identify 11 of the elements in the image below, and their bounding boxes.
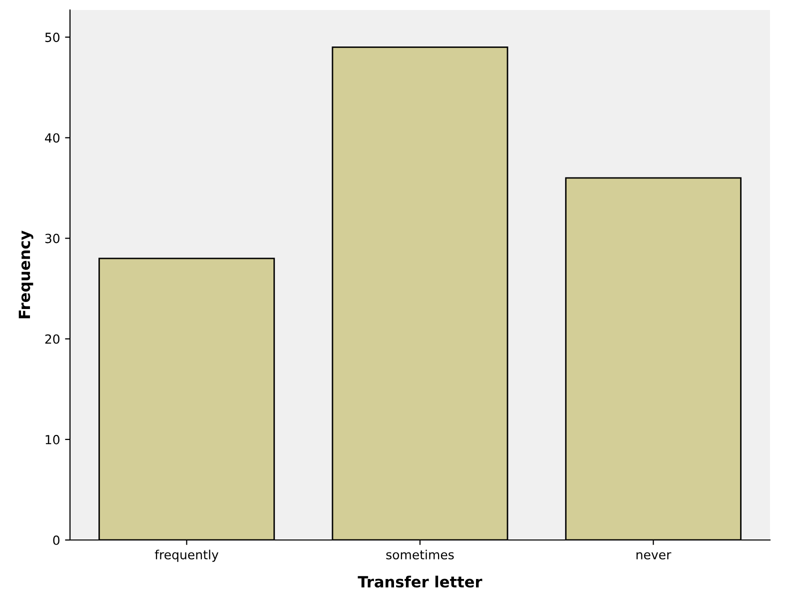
y-tick-label: 40 [44,133,60,143]
y-tick-label: 50 [45,32,60,42]
y-tick-label: 0 [53,535,60,545]
x-axis-title: Transfer letter [358,576,482,588]
y-tick-label: 30 [45,234,60,244]
y-axis-title: Frequency [18,230,34,318]
y-tick-label: 20 [45,334,60,344]
x-tick-label: frequently [154,550,218,562]
y-tick-label: 10 [46,434,60,444]
x-tick-label: sometimes [386,550,454,560]
x-tick-label: never [636,552,672,560]
